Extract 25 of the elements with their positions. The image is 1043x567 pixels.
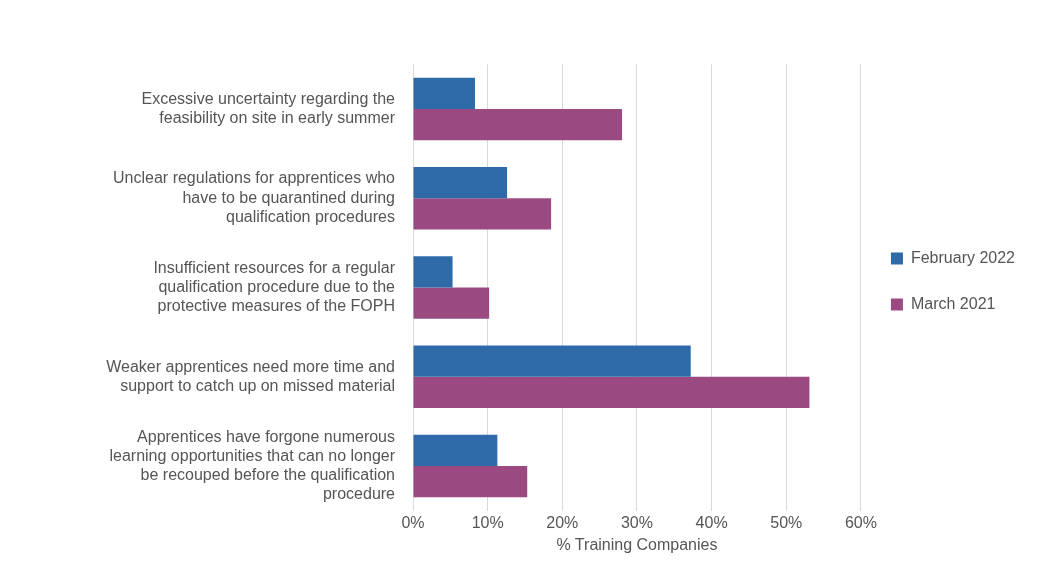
y-tick-label: Apprentices have forgone numerous learning opportunities that can no longer be recouped before the qualification procedure: [109, 427, 396, 503]
x-tick-label: 40%: [695, 513, 728, 531]
x-axis-title: % Training Companies: [556, 535, 718, 553]
y-tick-label: Unclear regulations for apprentices who have to be quarantined during qualification procedures: [113, 169, 396, 225]
x-tick-label: 60%: [844, 513, 877, 531]
x-tick-label: 0%: [401, 513, 425, 531]
x-tick-label: 10%: [471, 513, 504, 531]
bar: [413, 376, 810, 408]
legend-label: February 2022: [910, 248, 1016, 266]
bar: [413, 434, 498, 466]
bar: [413, 256, 453, 288]
x-tick-label: 20%: [546, 513, 579, 531]
bar: [413, 465, 528, 498]
y-tick-label: Insufficient resources for a regular qualification procedure due to the protective measures of the FOPH: [153, 258, 396, 315]
x-tick-label: 50%: [770, 513, 803, 531]
y-tick-label: Weaker apprentices need more time and support to catch up on missed material: [106, 357, 395, 394]
bar: [413, 109, 623, 141]
bar: [413, 167, 508, 199]
bar: [413, 345, 691, 377]
bar: [413, 77, 475, 110]
bar: [413, 287, 490, 319]
x-tick-label: 30%: [620, 513, 653, 531]
y-tick-label: Excessive uncertainty regarding the feasibility on site in early summer: [141, 89, 396, 127]
legend-label: March 2021: [910, 294, 996, 312]
bar: [413, 198, 552, 230]
